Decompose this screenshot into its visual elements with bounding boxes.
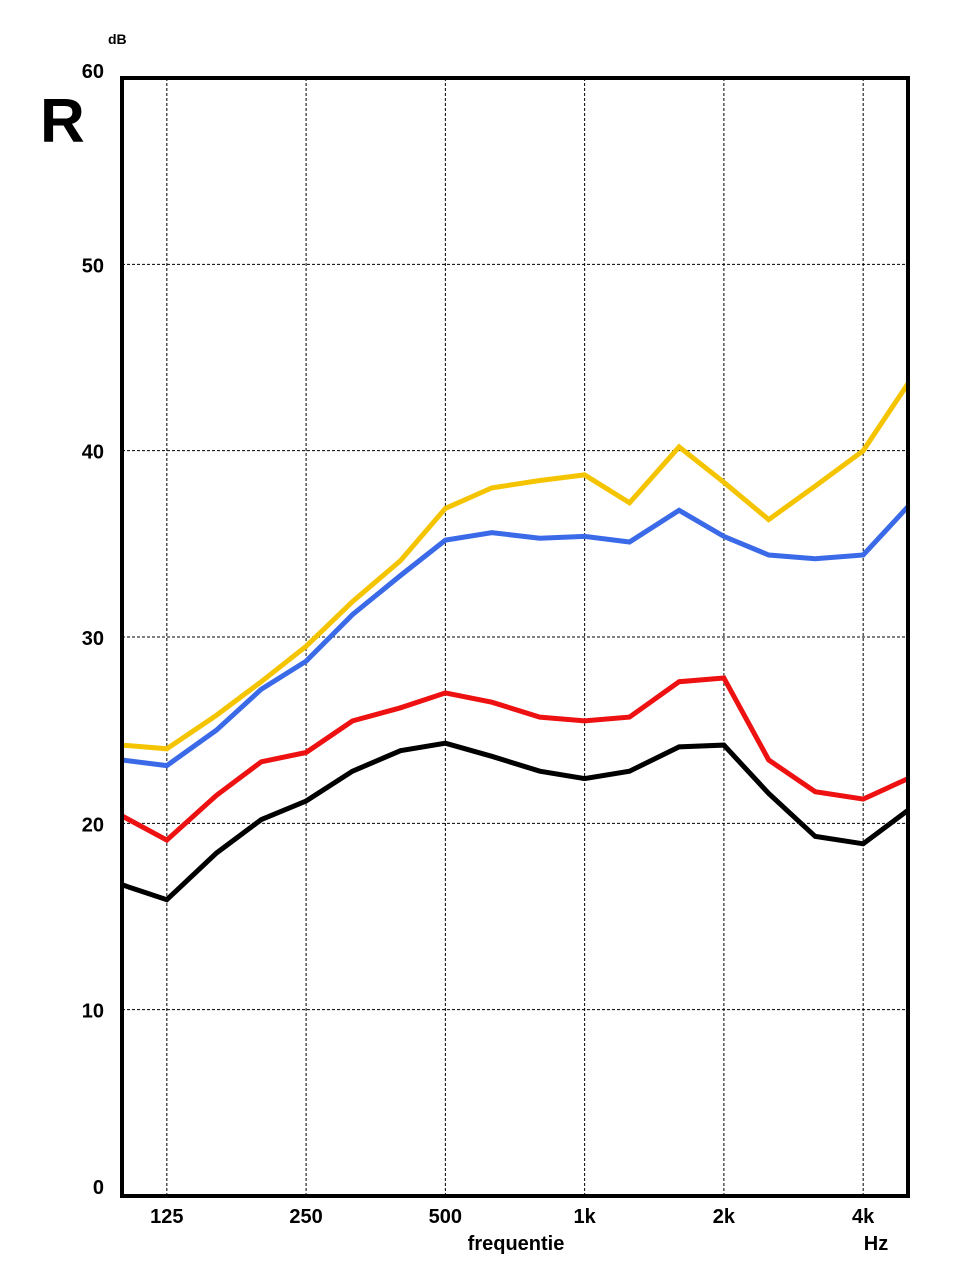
x-tick-label-4k: 4k xyxy=(852,1206,875,1228)
x-tick-labels: 125 250 500 1k 2k 4k xyxy=(150,1206,875,1228)
y-tick-label-50: 50 xyxy=(82,255,104,277)
series-line-1 xyxy=(121,382,911,752)
y-tick-labels: 0 10 20 30 40 50 60 xyxy=(82,61,104,1199)
series-line-4 xyxy=(121,740,910,903)
y-tick-label-10: 10 xyxy=(82,1001,104,1023)
series-line-2 xyxy=(121,504,910,769)
x-axis-label: frequentie xyxy=(468,1233,565,1255)
x-tick-label-2k: 2k xyxy=(713,1206,736,1228)
y-tick-label-0: 0 xyxy=(93,1177,104,1199)
y-unit-label: dB xyxy=(108,31,127,47)
y-tick-label-60: 60 xyxy=(82,61,104,83)
plot-frame xyxy=(120,76,910,1198)
y-tick-label-20: 20 xyxy=(82,814,104,836)
series-line-3 xyxy=(120,675,910,844)
chart-title: R xyxy=(40,87,85,156)
y-tick-label-40: 40 xyxy=(82,442,104,464)
y-tick-label-30: 30 xyxy=(82,628,104,650)
x-tick-label-500: 500 xyxy=(429,1206,462,1228)
x-unit-label: Hz xyxy=(864,1233,888,1255)
grid xyxy=(122,78,908,1196)
x-tick-label-250: 250 xyxy=(289,1206,322,1228)
x-tick-label-1k: 1k xyxy=(574,1206,597,1228)
x-tick-label-125: 125 xyxy=(150,1206,183,1228)
series-lines xyxy=(120,382,911,903)
